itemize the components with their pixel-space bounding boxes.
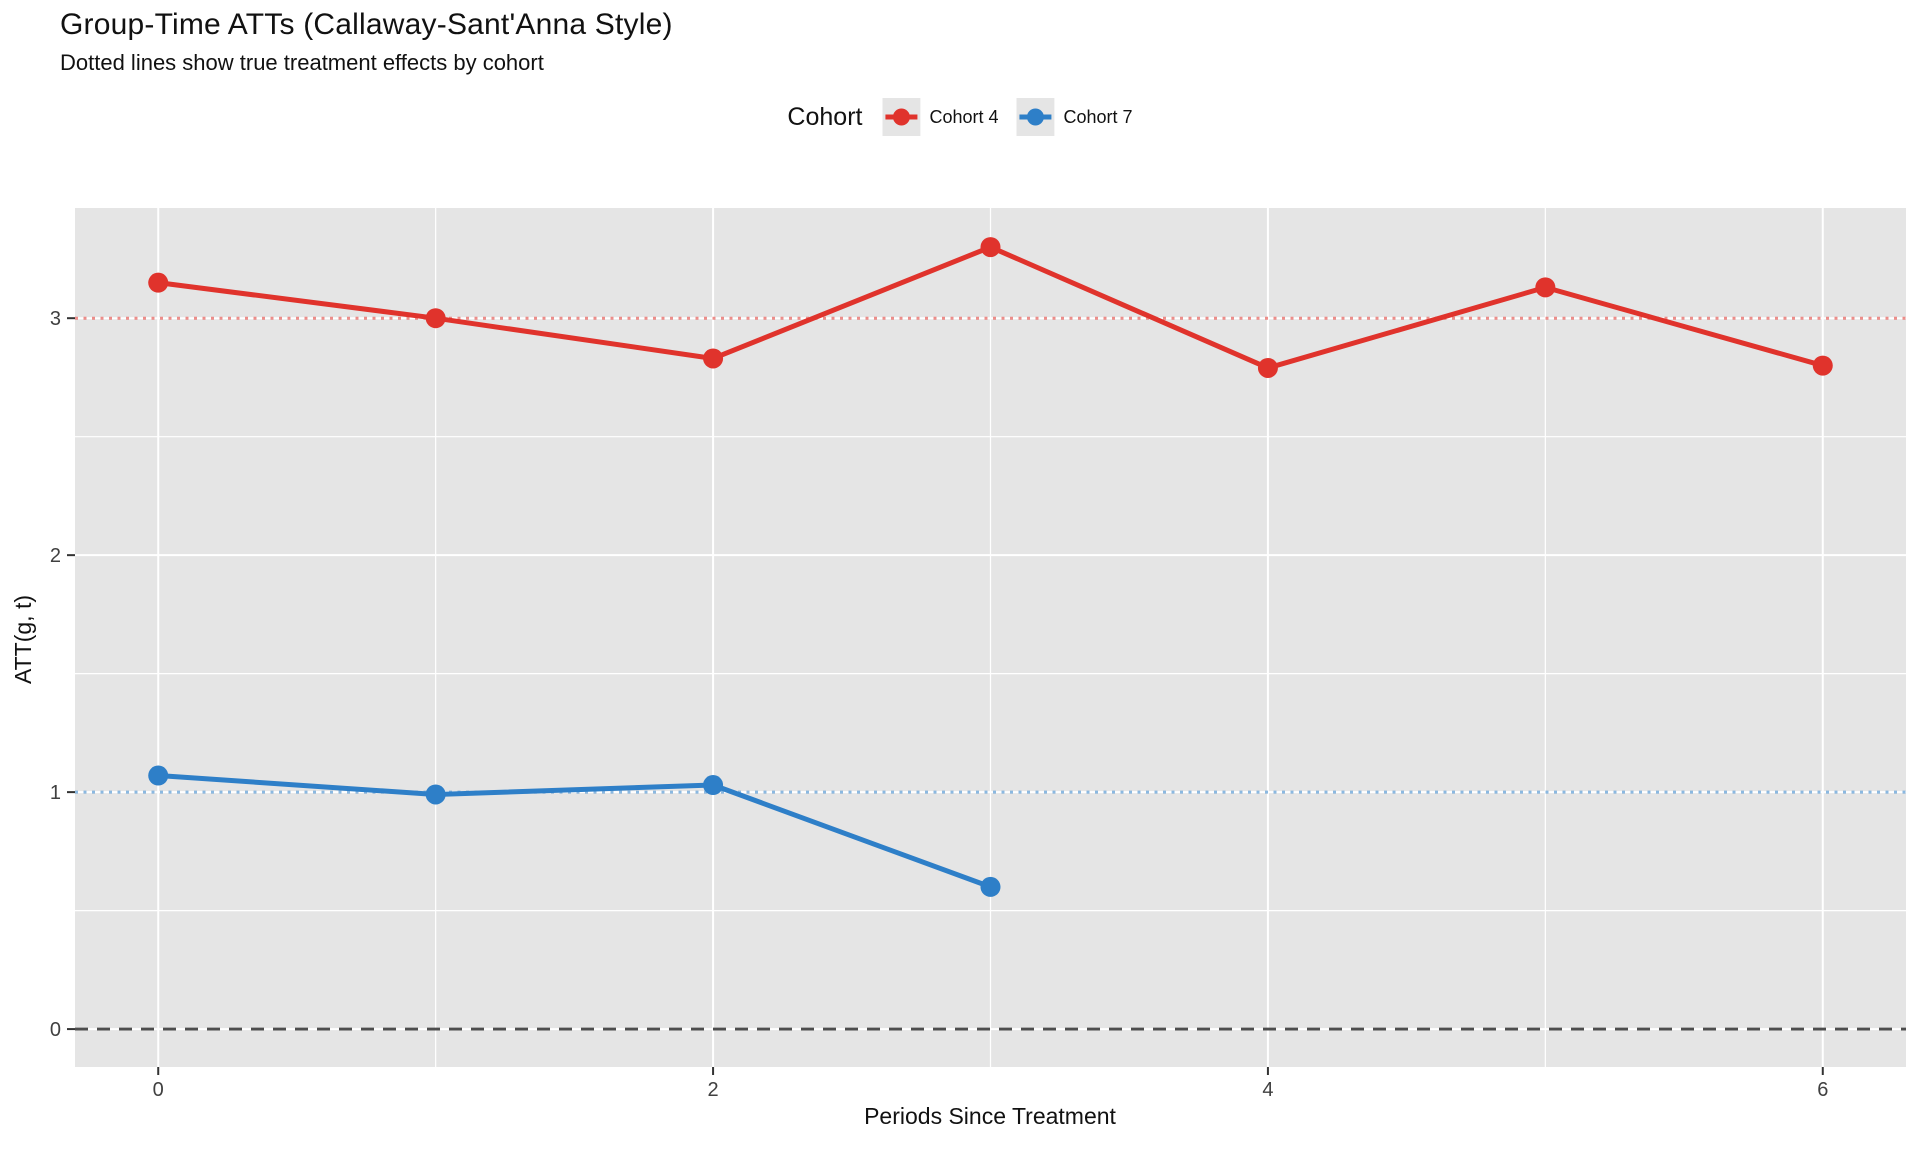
data-point [425,308,446,329]
data-point [1535,277,1556,298]
x-tick-label: 4 [1262,1079,1273,1101]
legend-item-cohort-4: Cohort 4 [882,98,999,136]
legend-item-cohort-7: Cohort 7 [1016,98,1133,136]
legend-label-cohort-7: Cohort 7 [1063,106,1133,127]
data-point [980,237,1001,258]
y-tick-label: 0 [50,1019,61,1041]
x-tick-label: 0 [153,1079,164,1101]
legend-key-cohort-7-icon [1016,98,1055,136]
y-tick-label: 2 [50,545,61,567]
data-point [703,775,724,796]
chart-subtitle: Dotted lines show true treatment effects… [60,50,544,75]
legend-label-cohort-4: Cohort 4 [929,106,999,127]
legend-title: Cohort [787,102,863,131]
data-point [980,876,1001,897]
legend: Cohort Cohort 4 Cohort 7 [787,96,1133,138]
y-tick-label: 1 [50,782,61,804]
legend-key-cohort-4-icon [882,98,921,136]
series-line-cohort-7 [155,773,993,890]
data-point [425,784,446,805]
chart-title: Group-Time ATTs (Callaway-Sant'Anna Styl… [60,8,673,41]
data-point [148,272,169,293]
y-tick-label: 3 [50,308,61,330]
x-tick-label: 2 [708,1079,719,1101]
data-point [1812,355,1833,376]
data-point [703,348,724,369]
y-axis-title: ATT(g, t) [10,595,36,685]
x-tick-label: 6 [1817,1079,1828,1101]
data-point [148,765,169,786]
data-point [1257,357,1278,378]
x-axis-title: Periods Since Treatment [864,1103,1116,1129]
